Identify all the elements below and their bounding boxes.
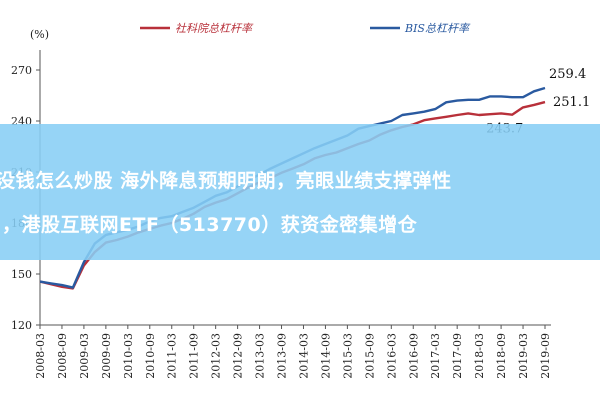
x-tick-label: 2018-03 [473, 333, 486, 379]
x-tick-label: 2010-03 [122, 333, 135, 379]
x-tick-label: 2019-09 [539, 333, 552, 379]
headline-line-1[interactable]: 没钱怎么炒股 海外降息预期明朗，亮眼业绩支撑弹性 [0, 170, 452, 192]
y-unit-label: (%) [30, 28, 49, 41]
x-tick-label: 2014-03 [297, 333, 310, 379]
x-tick-label: 2014-09 [319, 333, 332, 379]
legend: 社科院总杠杆率 BIS总杠杆率 [140, 22, 471, 35]
y-tick-label: 270 [11, 64, 32, 77]
x-tick-label: 2009-09 [100, 333, 113, 379]
x-axis: 2008-03 2008-09 2009-03 2009-09 2010-03 2010-… [34, 324, 552, 379]
y-tick-label: 150 [11, 268, 32, 281]
headline-line-2[interactable]: ，港股互联网ETF（513770）获资金密集增仓 [2, 214, 418, 236]
x-tick-label: 2018-09 [495, 333, 508, 379]
headline-banner [0, 124, 600, 260]
x-tick-label: 2010-09 [144, 333, 157, 379]
x-tick-label: 2016-09 [407, 333, 420, 379]
y-tick-label: 120 [11, 319, 32, 332]
x-tick-label: 2019-03 [517, 333, 530, 379]
x-tick-label: 2015-09 [363, 333, 376, 379]
x-tick-label: 2009-03 [78, 333, 91, 379]
value-annotation: 259.4 [549, 67, 586, 82]
x-tick-label: 2008-09 [56, 333, 69, 379]
x-tick-label: 2013-09 [276, 333, 289, 379]
x-tick-label: 2011-09 [188, 333, 201, 379]
x-tick-label: 2017-09 [451, 333, 464, 379]
x-tick-label: 2013-03 [254, 333, 267, 379]
x-tick-label: 2011-03 [166, 333, 179, 379]
legend-label-bis: BIS总杠杆率 [404, 22, 471, 35]
x-tick-label: 2012-03 [210, 333, 223, 379]
x-tick-label: 2017-03 [429, 333, 442, 379]
legend-label-cass: 社科院总杠杆率 [175, 22, 254, 35]
x-tick-label: 2016-03 [385, 333, 398, 379]
value-annotation: 251.1 [553, 95, 590, 110]
x-tick-label: 2012-09 [232, 333, 245, 379]
x-tick-label: 2015-03 [341, 333, 354, 379]
x-tick-label: 2008-03 [34, 333, 47, 379]
